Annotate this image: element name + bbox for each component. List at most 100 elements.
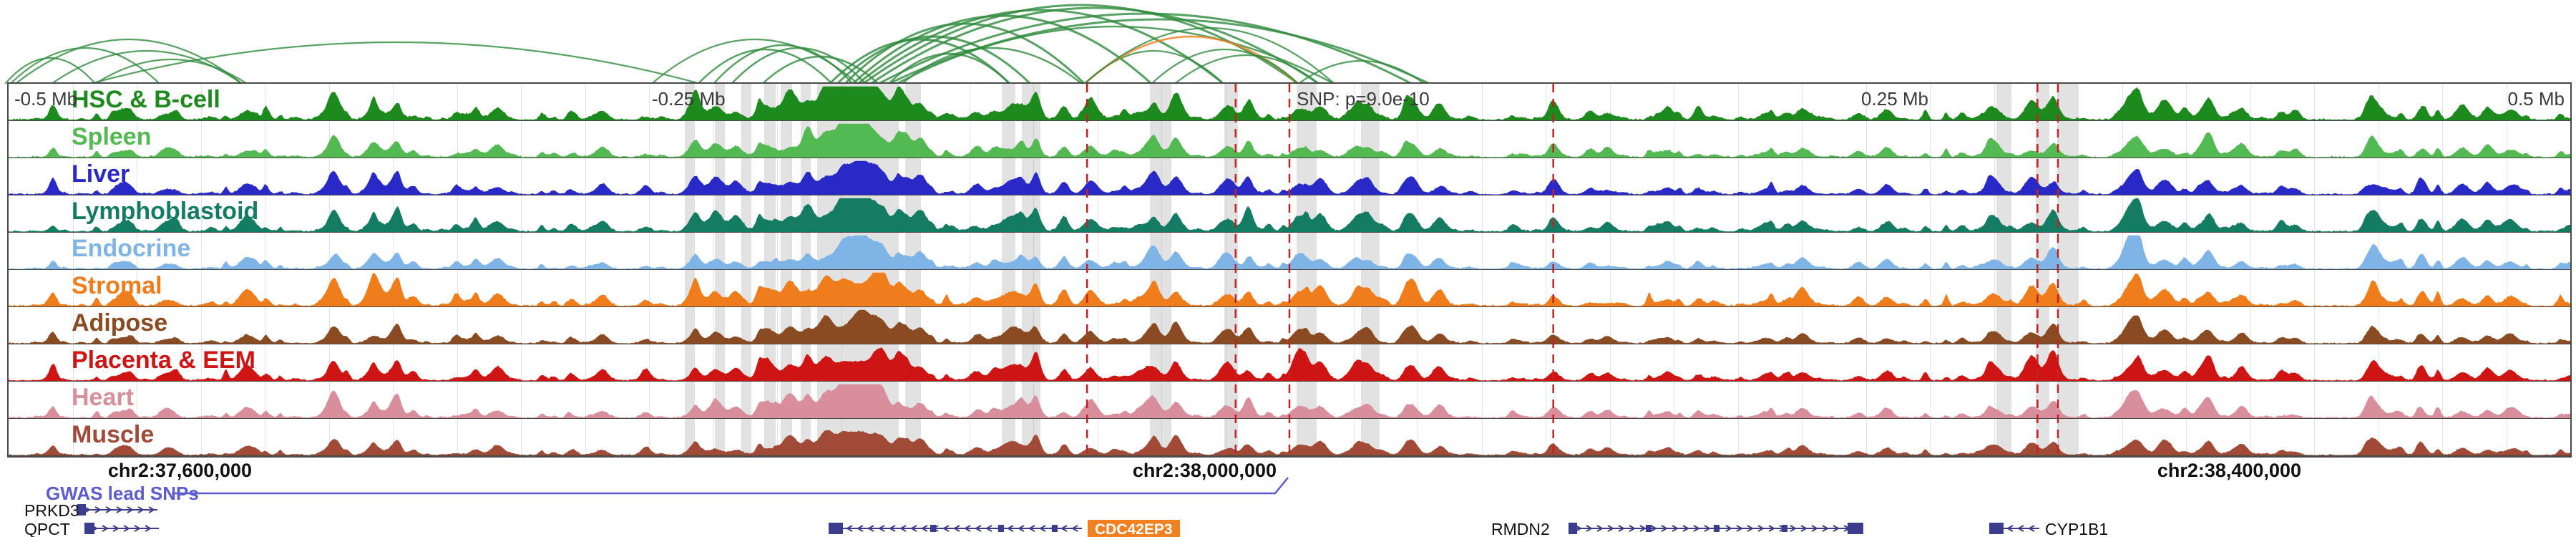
coordinate-label: chr2:38,400,000	[2157, 460, 2301, 481]
signal-area	[9, 347, 2570, 381]
gridline	[585, 84, 586, 456]
gridline	[200, 84, 202, 456]
gridline	[1737, 84, 1739, 456]
gene-label-cyp1b1[interactable]: CYP1B1	[2045, 520, 2109, 537]
highlight-band	[685, 84, 696, 456]
gene-label-cdc42ep3[interactable]: CDC42EP3	[1088, 520, 1180, 537]
gridline	[1161, 84, 1162, 456]
gene-model-cdc42ep3[interactable]	[829, 523, 1082, 534]
interaction-arc[interactable]	[1083, 27, 1335, 84]
gridline	[393, 84, 394, 456]
interaction-arc[interactable]	[14, 38, 243, 84]
interaction-arc[interactable]	[1297, 60, 1425, 84]
track-row-hsc-b-cell[interactable]: HSC & B-cell	[9, 84, 2570, 121]
interaction-arc[interactable]	[4, 57, 97, 84]
interaction-arc[interactable]	[836, 35, 1032, 84]
gene-label-prkd3[interactable]: PRKD3	[24, 501, 79, 520]
gridline	[1930, 84, 1931, 456]
interaction-arc[interactable]	[94, 58, 248, 84]
highlight-band	[1996, 84, 2011, 456]
interaction-arc[interactable]	[888, 52, 1011, 84]
axis-tick-label: -0.25 Mb	[652, 88, 726, 110]
gridline	[2250, 84, 2251, 456]
track-label[interactable]: HSC & B-cell	[72, 86, 220, 113]
interaction-arc[interactable]	[1174, 54, 1319, 84]
track-row-spleen[interactable]: Spleen	[9, 121, 2570, 158]
interaction-arc[interactable]	[869, 6, 1320, 84]
interaction-arc[interactable]	[9, 47, 160, 84]
track-row-lymphoblastoid[interactable]: Lymphoblastoid	[9, 195, 2570, 233]
track-label[interactable]: Muscle	[72, 421, 155, 448]
annotation-area: GWAS lead SNPs chr2:37,600,000 chr2:38,00…	[0, 455, 2576, 537]
interaction-arc[interactable]	[896, 25, 1335, 84]
track-label[interactable]: Placenta & EEM	[72, 347, 255, 374]
gwas-snp-connector-line	[172, 477, 1289, 495]
track-panel: HSC & B-cell Spleen Liver Lymphoblastoid End…	[7, 82, 2572, 458]
coordinate-label: chr2:37,600,000	[107, 460, 252, 481]
signal-area	[9, 272, 2570, 306]
gridline	[2186, 84, 2187, 456]
gridline	[328, 84, 330, 456]
gridline	[2442, 84, 2443, 456]
track-row-liver[interactable]: Liver	[9, 158, 2570, 195]
track-row-muscle[interactable]: Muscle	[9, 419, 2570, 456]
signal-area	[9, 430, 2570, 455]
gene-model-prkd3[interactable]	[77, 504, 157, 516]
signal-area	[9, 86, 2570, 120]
track-label[interactable]: Liver	[72, 160, 130, 188]
signal-area	[9, 309, 2570, 344]
gridline	[1481, 84, 1483, 456]
gridline	[1865, 84, 1867, 456]
signal-area	[9, 198, 2570, 232]
gene-model-cyp1b1[interactable]	[1989, 523, 2039, 534]
highlight-band	[781, 84, 792, 456]
gridline	[1994, 84, 1995, 456]
signal-area	[9, 123, 2570, 158]
track-label[interactable]: Adipose	[72, 309, 168, 337]
gene-model-qpct[interactable]	[84, 523, 159, 534]
gridline	[777, 84, 778, 456]
interaction-arc[interactable]	[857, 9, 1224, 84]
gwas-lead-snps-label[interactable]: GWAS lead SNPs	[46, 483, 199, 504]
interaction-arc[interactable]	[697, 48, 833, 84]
gene-label-qpct[interactable]: QPCT	[24, 520, 70, 537]
gene-model-rmdn2[interactable]	[1568, 523, 1863, 534]
signal-area	[9, 160, 2570, 195]
gridline	[1033, 84, 1034, 456]
interaction-arc[interactable]	[89, 41, 701, 84]
track-label[interactable]: Lymphoblastoid	[72, 198, 259, 225]
highlight-band	[714, 84, 725, 456]
highlight-band	[1297, 84, 1317, 456]
axis-tick-label: 0.25 Mb	[1861, 88, 1928, 110]
axis-tick-label: -0.5 Mb	[14, 88, 78, 110]
chromatin-interaction-arcs	[4, 4, 1430, 84]
highlight-band	[2057, 84, 2079, 456]
gene-glyph-layer	[77, 477, 2039, 534]
snp-pvalue-label: SNP: p=9.0e-10	[1297, 88, 1430, 110]
interaction-arc[interactable]	[651, 39, 859, 84]
coordinate-label: chr2:38,000,000	[1132, 460, 1277, 481]
interaction-arc[interactable]	[829, 38, 1011, 84]
track-row-heart[interactable]: Heart	[9, 382, 2570, 419]
gene-label-rmdn2[interactable]: RMDN2	[1491, 520, 1550, 537]
gridline	[2122, 84, 2123, 456]
gridline	[1353, 84, 1355, 456]
interaction-arc[interactable]	[1151, 48, 1299, 84]
track-row-adipose[interactable]: Adipose	[9, 307, 2570, 344]
track-row-stromal[interactable]: Stromal	[9, 270, 2570, 307]
track-label[interactable]: Stromal	[72, 272, 162, 299]
gridline	[457, 84, 458, 456]
highlight-band	[1361, 84, 1380, 456]
track-label[interactable]: Endocrine	[72, 235, 191, 262]
interaction-arc[interactable]	[901, 47, 1083, 84]
track-label[interactable]: Spleen	[72, 123, 152, 150]
track-label[interactable]: Heart	[72, 384, 134, 411]
gridline	[521, 84, 522, 456]
track-row-endocrine[interactable]: Endocrine	[9, 233, 2570, 270]
track-row-placenta-eem[interactable]: Placenta & EEM	[9, 344, 2570, 382]
interaction-arc[interactable]	[877, 12, 1413, 84]
gridline	[72, 84, 74, 456]
gridline	[1609, 84, 1611, 456]
gridline	[841, 84, 842, 456]
